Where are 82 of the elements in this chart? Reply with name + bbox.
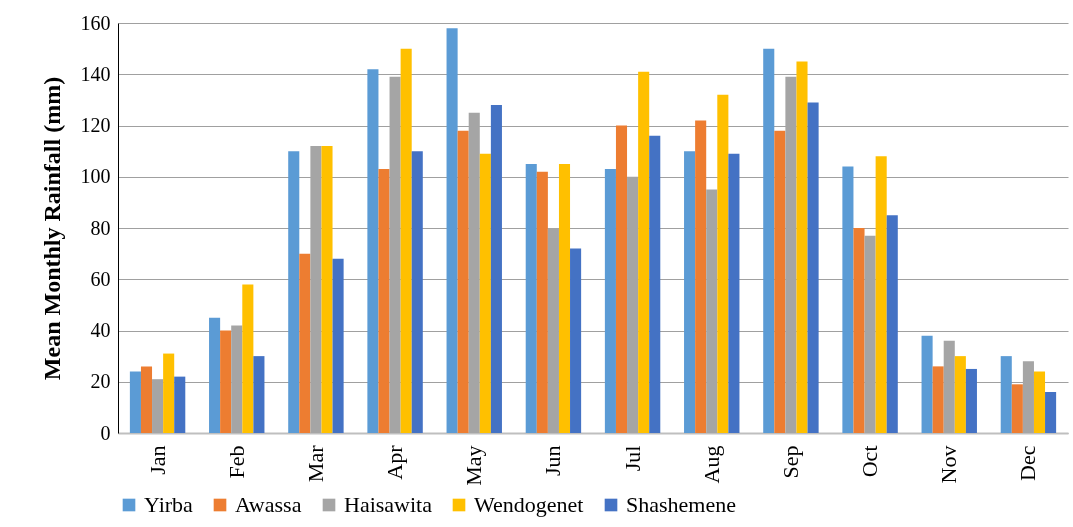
y-axis-title: Mean Monthly Rainfall (mm) — [38, 76, 65, 381]
bar — [209, 317, 221, 433]
bar — [604, 169, 616, 433]
legend-label: Wendogenet — [474, 492, 584, 517]
y-tick-label: 60 — [90, 267, 111, 290]
x-tick-label: Aug — [698, 445, 724, 484]
bar — [943, 340, 955, 433]
bar — [367, 69, 379, 433]
bar — [615, 125, 628, 433]
x-tick-label: Dec — [1015, 445, 1041, 481]
bar — [174, 376, 186, 433]
bar — [220, 330, 232, 433]
bar — [763, 48, 775, 433]
bar — [717, 94, 729, 433]
bar — [457, 130, 469, 433]
bar — [446, 28, 458, 433]
bar — [1011, 384, 1023, 433]
bar — [1045, 392, 1057, 433]
bar — [965, 368, 977, 433]
x-tick-label: Apr — [382, 444, 408, 480]
legend-label: Awassa — [235, 492, 302, 517]
bar — [875, 156, 887, 433]
bar — [242, 284, 254, 433]
bar — [378, 169, 390, 433]
bar — [547, 228, 559, 433]
bar — [1033, 371, 1046, 433]
bar — [932, 366, 944, 433]
bar — [490, 105, 502, 433]
bar — [638, 71, 650, 433]
y-tick-label: 40 — [90, 319, 111, 341]
bar — [807, 102, 819, 433]
bar — [774, 130, 786, 433]
x-tick-label: May — [461, 445, 487, 486]
bar — [400, 48, 412, 433]
bar — [684, 151, 696, 433]
bar — [411, 151, 423, 433]
x-tick-label: Oct — [857, 445, 883, 478]
bar — [525, 163, 537, 433]
bar — [842, 166, 854, 433]
x-tick-label: Feb — [223, 445, 249, 479]
bar — [796, 61, 808, 433]
x-tick-label: Jun — [540, 445, 566, 477]
bar — [649, 135, 661, 433]
bar — [536, 171, 548, 433]
bar — [886, 215, 898, 433]
bar — [332, 258, 344, 433]
bar — [479, 153, 491, 433]
x-tick-label: Jan — [144, 445, 170, 475]
bar — [152, 379, 164, 433]
bar — [140, 366, 153, 433]
bar — [231, 325, 243, 433]
legend-label: Shashemene — [626, 492, 736, 517]
bar — [728, 153, 740, 433]
bar — [253, 356, 265, 433]
bar — [570, 248, 582, 433]
y-tick-label: 20 — [90, 370, 111, 393]
bar — [299, 253, 311, 433]
x-tick-label: Jul — [619, 445, 645, 472]
x-tick-label: Sep — [777, 445, 803, 479]
bar — [706, 189, 718, 433]
bar — [321, 146, 333, 433]
bar — [558, 163, 571, 433]
bar — [853, 228, 865, 433]
legend-label: Haisawita — [344, 492, 433, 517]
x-tick-label: Mar — [302, 444, 328, 483]
y-tick-label: 140 — [80, 62, 111, 85]
y-tick-label: 160 — [80, 11, 111, 34]
y-tick-label: 100 — [80, 165, 111, 188]
bar — [954, 356, 966, 433]
bar — [129, 371, 141, 433]
y-tick-label: 0 — [100, 421, 111, 444]
bar — [921, 335, 933, 433]
bar — [288, 151, 300, 433]
y-tick-label: 80 — [90, 216, 111, 239]
legend-label: Yirba — [144, 492, 194, 517]
bar — [1000, 356, 1012, 433]
bar — [627, 176, 639, 433]
bar — [163, 353, 175, 433]
bar — [864, 235, 876, 433]
bar — [695, 120, 707, 433]
x-tick-label: Nov — [936, 445, 962, 484]
y-tick-label: 120 — [80, 114, 111, 136]
